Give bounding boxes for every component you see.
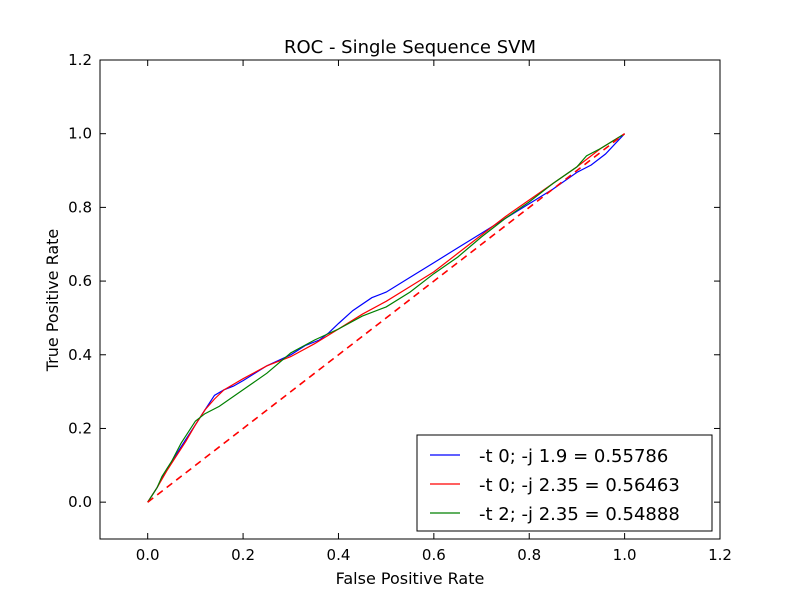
series-line-1 bbox=[147, 133, 625, 503]
x-tick-label: 0.0 bbox=[136, 546, 160, 564]
legend-label: -t 0; -j 1.9 = 0.55786 bbox=[479, 446, 668, 467]
y-tick-label: 1.2 bbox=[68, 51, 92, 69]
y-tick-label: 0.8 bbox=[68, 198, 92, 216]
series-line-2 bbox=[147, 133, 625, 503]
legend-label: -t 2; -j 2.35 = 0.54888 bbox=[479, 504, 680, 525]
y-tick-label: 0.4 bbox=[68, 346, 92, 364]
legend: -t 0; -j 1.9 = 0.55786 -t 0; -j 2.35 = 0.… bbox=[416, 434, 713, 532]
y-tick-label: 0.6 bbox=[68, 272, 92, 290]
x-axis-label: False Positive Rate bbox=[336, 569, 485, 588]
baseline-diagonal-line bbox=[147, 133, 626, 503]
axes-frame bbox=[99, 59, 721, 540]
series-layer bbox=[147, 133, 626, 503]
y-axis-label: True Positive Rate bbox=[43, 229, 62, 373]
x-axis-ticks: 0.0 0.2 0.4 0.6 0.8 1.0 1.2 bbox=[136, 60, 732, 564]
y-tick-label: 0.0 bbox=[68, 493, 92, 511]
y-tick-label: 0.2 bbox=[68, 419, 92, 437]
legend-box bbox=[416, 434, 713, 532]
x-tick-label: 1.0 bbox=[613, 546, 637, 564]
x-tick-label: 0.4 bbox=[327, 546, 351, 564]
legend-label: -t 0; -j 2.35 = 0.56463 bbox=[479, 475, 680, 496]
x-tick-label: 0.6 bbox=[422, 546, 446, 564]
x-tick-label: 1.2 bbox=[708, 546, 732, 564]
chart-title: ROC - Single Sequence SVM bbox=[284, 37, 536, 58]
y-tick-label: 1.0 bbox=[68, 125, 92, 143]
x-tick-label: 0.2 bbox=[231, 546, 255, 564]
y-axis-ticks: 0.0 0.2 0.4 0.6 0.8 1.0 1.2 bbox=[68, 51, 720, 511]
x-tick-label: 0.8 bbox=[517, 546, 541, 564]
